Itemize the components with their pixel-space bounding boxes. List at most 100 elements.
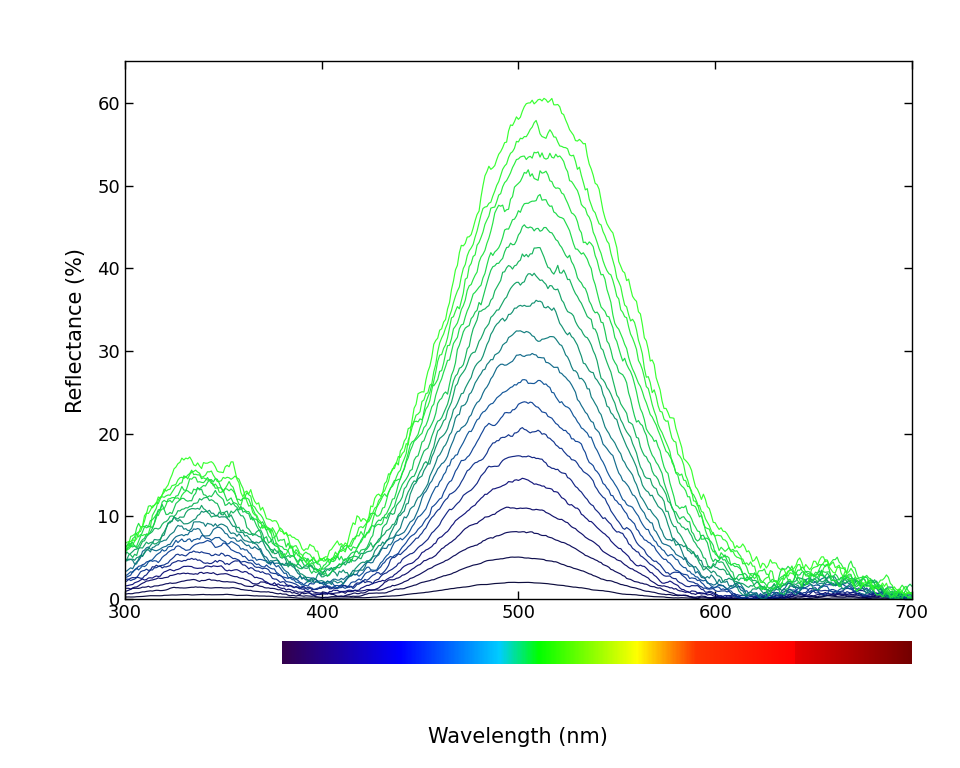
Bar [676,641,677,664]
Bar [548,641,550,664]
Bar [791,641,792,664]
Bar [627,641,628,664]
Bar [508,641,510,664]
Bar [865,641,867,664]
Bar [459,641,460,664]
Bar [591,641,592,664]
Bar [844,641,845,664]
Bar [440,641,442,664]
Bar [405,641,406,664]
Bar [691,641,692,664]
Bar [576,641,578,664]
Bar [806,641,807,664]
Bar [539,641,540,664]
Bar [314,641,315,664]
Bar [392,641,394,664]
Bar [466,641,467,664]
Bar [747,641,748,664]
Bar [431,641,432,664]
Bar [776,641,777,664]
Bar [411,641,412,664]
Bar [527,641,528,664]
Bar [416,641,418,664]
Bar [320,641,322,664]
Bar [285,641,286,664]
Bar [302,641,303,664]
Bar [516,641,517,664]
Bar [454,641,455,664]
Bar [438,641,439,664]
Text: Wavelength (nm): Wavelength (nm) [428,727,609,747]
Bar [322,641,323,664]
Bar [675,641,676,664]
Bar [845,641,847,664]
Bar [753,641,755,664]
Bar [386,641,387,664]
Bar [751,641,752,664]
Bar [837,641,839,664]
Bar [482,641,483,664]
Bar [517,641,518,664]
Bar [705,641,707,664]
Bar [300,641,301,664]
Bar [828,641,830,664]
Bar [305,641,306,664]
Bar [375,641,377,664]
Bar [749,641,751,664]
Bar [688,641,690,664]
Bar [378,641,379,664]
Bar [819,641,820,664]
Bar [695,641,696,664]
Bar [626,641,627,664]
Bar [911,641,912,664]
Bar [810,641,811,664]
Bar [488,641,490,664]
Bar [628,641,630,664]
Bar [893,641,895,664]
Bar [458,641,459,664]
Bar [464,641,466,664]
Bar [720,641,721,664]
Bar [756,641,758,664]
Bar [349,641,350,664]
Bar [377,641,378,664]
Bar [891,641,892,664]
Bar [679,641,680,664]
Bar [648,641,650,664]
Bar [745,641,747,664]
Bar [700,641,701,664]
Bar [478,641,479,664]
Bar [382,641,383,664]
Bar [570,641,571,664]
Bar [425,641,426,664]
Bar [800,641,801,664]
Bar [355,641,357,664]
Bar [452,641,454,664]
Bar [344,641,346,664]
Bar [642,641,643,664]
Bar [901,641,903,664]
Bar [562,641,563,664]
Bar [283,641,285,664]
Bar [337,641,338,664]
Bar [463,641,464,664]
Bar [666,641,667,664]
Bar [354,641,355,664]
Bar [347,641,348,664]
Bar [852,641,854,664]
Bar [310,641,311,664]
Bar [670,641,671,664]
Bar [571,641,572,664]
Bar [333,641,334,664]
Bar [388,641,390,664]
Bar [760,641,762,664]
Bar [551,641,552,664]
Bar [491,641,492,664]
Bar [412,641,414,664]
Bar [340,641,342,664]
Bar [603,641,604,664]
Bar [319,641,320,664]
Bar [494,641,495,664]
Bar [876,641,878,664]
Bar [900,641,901,664]
